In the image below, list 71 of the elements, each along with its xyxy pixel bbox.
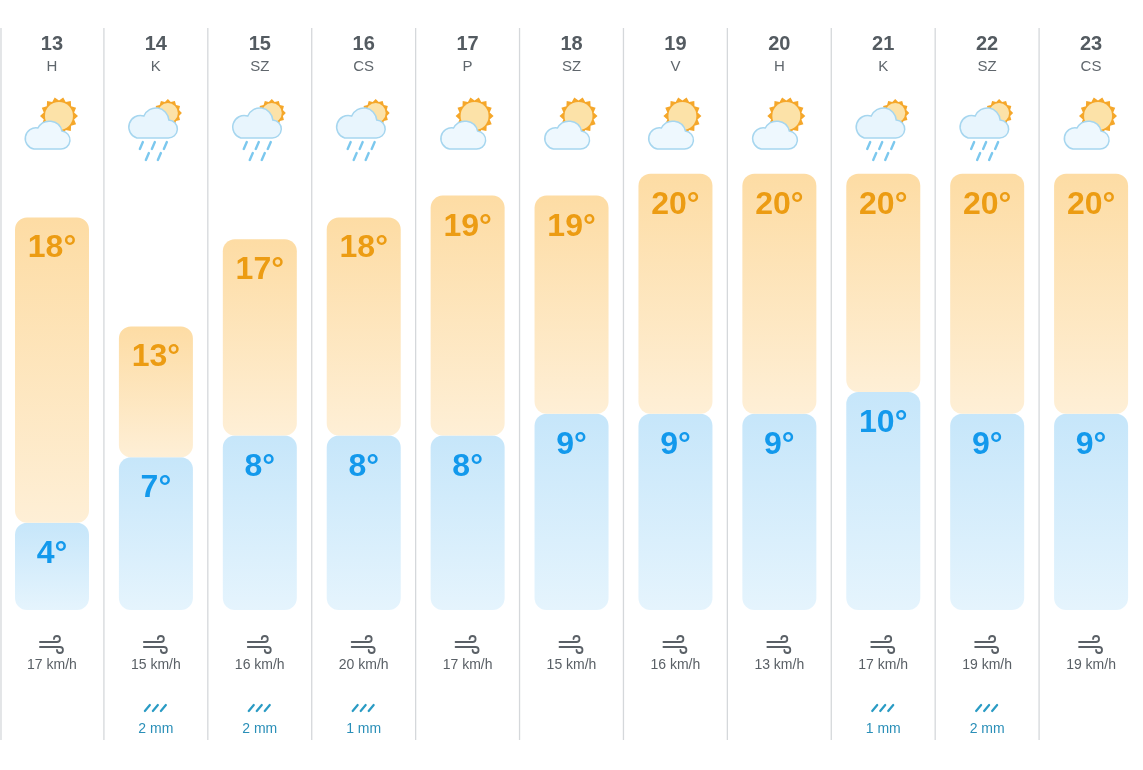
- bar: [118, 326, 193, 458]
- data-label: 4°: [36, 533, 68, 570]
- text: 13 km/h: [754, 656, 805, 672]
- text: 17 km/h: [442, 656, 493, 672]
- total-label: 20°: [1066, 184, 1116, 221]
- data-label: 9°: [660, 424, 691, 461]
- data-label: 9°: [556, 424, 587, 461]
- total-label: 20°: [962, 184, 1012, 221]
- data-label: 8°: [244, 446, 276, 483]
- bar: [534, 195, 609, 414]
- bar: [950, 413, 1025, 610]
- bar: [1054, 173, 1129, 414]
- bar: [534, 413, 609, 610]
- text: 17 km/h: [27, 656, 77, 672]
- x-tick-label: 18 SZ: [560, 32, 583, 74]
- total-label: 18°: [339, 228, 388, 265]
- data-label: 9°: [971, 424, 1003, 461]
- bar: [846, 391, 921, 610]
- total-label: 20°: [651, 184, 700, 221]
- data-label: 9°: [764, 424, 795, 461]
- total-label: 17°: [235, 250, 285, 287]
- text: 16 km/h: [650, 656, 701, 672]
- x-tick-label: 17 P: [456, 32, 479, 74]
- bar: [15, 522, 89, 610]
- bar: [950, 173, 1025, 414]
- bar: [638, 413, 713, 610]
- bar: [326, 217, 401, 436]
- text: 2 mm: [138, 720, 174, 736]
- x-tick-label: 15 SZ: [248, 32, 271, 74]
- bar: [15, 217, 89, 523]
- bar: [742, 173, 817, 414]
- x-tick-label: 19 V: [664, 32, 687, 74]
- data-label: 8°: [348, 446, 380, 483]
- bar: [742, 413, 817, 610]
- total-label: 20°: [755, 184, 804, 221]
- bar: [430, 435, 505, 610]
- text: 2 mm: [242, 720, 278, 736]
- text: 15 km/h: [546, 656, 597, 672]
- x-tick-label: 21 K: [872, 32, 895, 74]
- bar: [118, 457, 193, 610]
- x-tick-label: 23 CS: [1079, 32, 1103, 74]
- text: 20 km/h: [338, 656, 389, 672]
- bar: [222, 239, 297, 436]
- bar: [638, 173, 713, 414]
- total-label: 13°: [131, 337, 181, 374]
- x-tick-label: 14 K: [144, 32, 168, 74]
- data-label: 8°: [452, 446, 483, 483]
- data-label: 10°: [859, 402, 908, 439]
- total-label: 19°: [547, 206, 596, 243]
- x-tick-label: 20 H: [768, 32, 791, 74]
- bar: [846, 173, 921, 392]
- text: 1 mm: [865, 720, 901, 736]
- x-tick-label: 13 H: [40, 32, 64, 74]
- text: 17 km/h: [858, 656, 909, 672]
- x-tick-label: 22 SZ: [976, 32, 999, 74]
- bar: [430, 195, 505, 436]
- text: 1 mm: [346, 720, 382, 736]
- text: 15 km/h: [130, 656, 181, 672]
- x-tick-label: 16 CS: [352, 32, 375, 74]
- bar: [326, 435, 401, 610]
- data-label: 9°: [1075, 424, 1107, 461]
- text: 19 km/h: [962, 656, 1013, 672]
- bar: [1054, 413, 1129, 610]
- total-label: 20°: [859, 184, 908, 221]
- data-label: 7°: [140, 468, 172, 505]
- bar: [222, 435, 297, 610]
- total-label: 18°: [27, 228, 77, 265]
- total-label: 19°: [443, 206, 492, 243]
- text: 2 mm: [969, 720, 1005, 736]
- text: 19 km/h: [1066, 656, 1116, 672]
- text: 16 km/h: [234, 656, 285, 672]
